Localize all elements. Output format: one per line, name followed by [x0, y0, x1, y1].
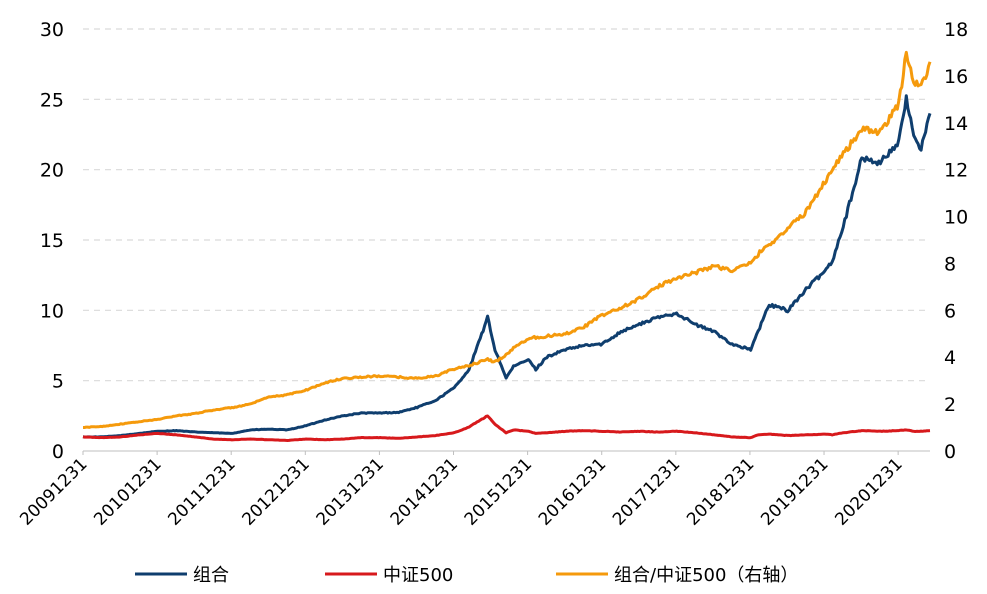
y-right-tick-label: 2	[944, 394, 956, 416]
y-axis-right: 0 2 4 6 8 10 12 14 16 18	[944, 19, 968, 463]
series-lines	[82, 50, 932, 442]
y-right-tick-label: 0	[944, 441, 956, 463]
y-left-tick-label: 10	[40, 300, 64, 322]
y-left-tick-label: 15	[40, 230, 64, 252]
y-left-tick-label: 25	[40, 89, 64, 111]
legend-label: 组合	[193, 565, 229, 586]
x-tick-label: 20111231	[164, 454, 239, 529]
y-axis-left: 0 5 10 15 20 25 30	[40, 19, 64, 463]
x-tick-label: 20191231	[757, 454, 832, 529]
series-line-2	[83, 50, 932, 429]
x-axis: 2009123120101231201112312012123120131231…	[16, 451, 907, 530]
x-tick-label: 20121231	[239, 454, 314, 529]
y-right-tick-label: 6	[944, 300, 956, 322]
x-tick-label: 20161231	[535, 454, 610, 529]
series-line-0	[82, 94, 932, 439]
x-tick-label: 20201231	[831, 454, 906, 529]
y-left-tick-label: 20	[40, 160, 64, 182]
x-tick-label: 20181231	[683, 454, 758, 529]
legend: 组合 中证500 组合/中证500（右轴）	[135, 565, 798, 586]
series-line-1	[82, 414, 931, 442]
gridlines	[83, 28, 930, 382]
x-tick-label: 20171231	[609, 454, 684, 529]
x-tick-label: 20101231	[90, 454, 165, 529]
x-tick-label: 20091231	[16, 454, 91, 529]
y-left-tick-label: 30	[40, 19, 64, 41]
y-right-tick-label: 14	[944, 113, 968, 135]
x-tick-label: 20151231	[461, 454, 536, 529]
x-tick-label: 20141231	[387, 454, 462, 529]
y-right-tick-label: 16	[944, 66, 968, 88]
legend-label: 中证500	[383, 565, 453, 586]
y-right-tick-label: 8	[944, 253, 956, 275]
y-right-tick-label: 4	[944, 347, 956, 369]
y-right-tick-label: 18	[944, 19, 968, 41]
legend-label: 组合/中证500（右轴）	[614, 565, 798, 586]
y-left-tick-label: 5	[52, 371, 64, 393]
y-left-tick-label: 0	[52, 441, 64, 463]
y-right-tick-label: 12	[944, 160, 968, 182]
x-tick-label: 20131231	[313, 454, 388, 529]
y-right-tick-label: 10	[944, 207, 968, 229]
